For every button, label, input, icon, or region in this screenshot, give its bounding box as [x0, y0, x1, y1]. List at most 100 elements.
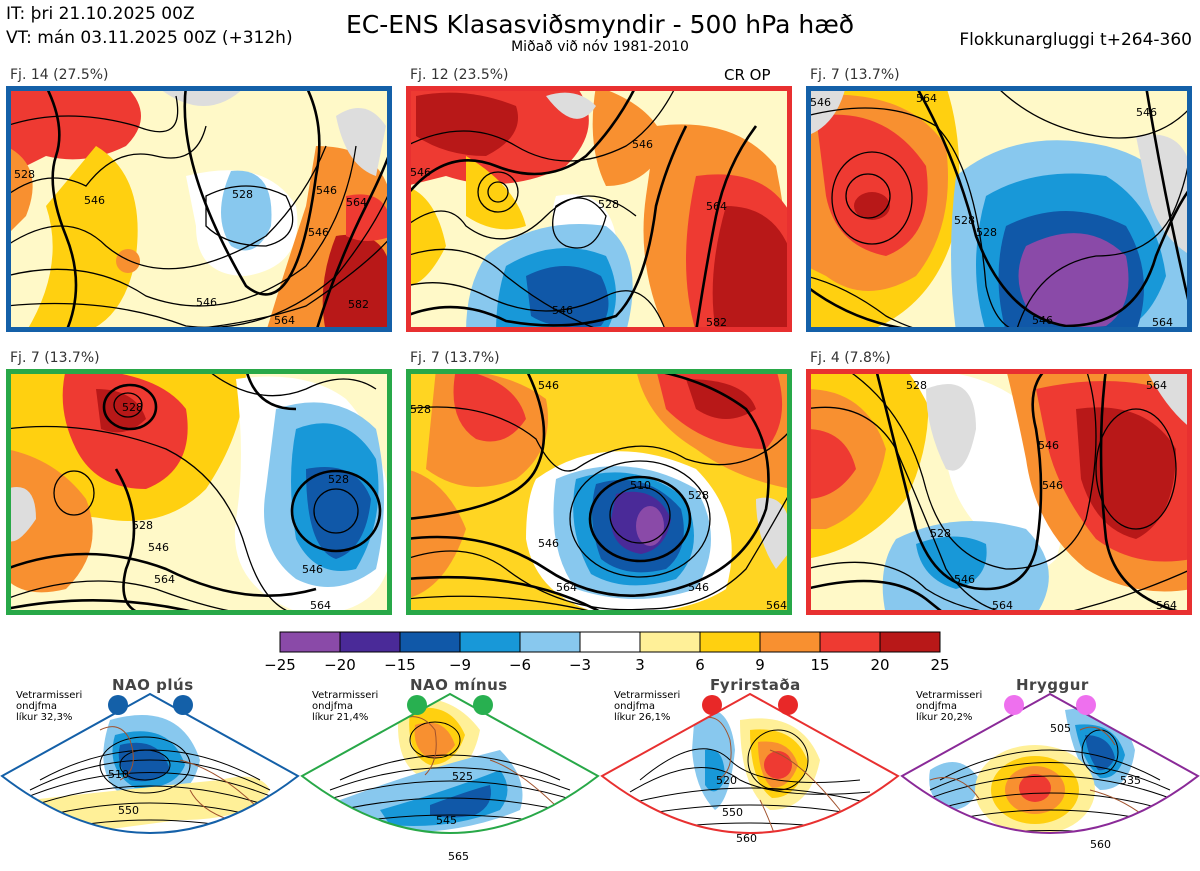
contour-label: 528	[688, 489, 709, 502]
contour-label: 564	[916, 92, 937, 105]
colorbar-tick: 25	[930, 656, 949, 674]
colorbar-box	[639, 631, 701, 653]
anomaly-positive	[26, 146, 138, 332]
anomaly-positive	[6, 146, 33, 236]
regime-3-title: Fyrirstaða	[710, 676, 801, 694]
anomaly-negative	[929, 762, 980, 810]
contour-label: 528	[954, 214, 975, 227]
contour-label: 550	[722, 806, 743, 819]
regime-4-title: Hryggur	[1016, 676, 1089, 694]
anomaly-negative	[1016, 849, 1044, 861]
contour-label: 546	[810, 96, 831, 109]
colorbar-box	[879, 631, 941, 653]
anomaly-positive	[406, 186, 446, 286]
contour-label: 564	[1146, 379, 1167, 392]
colorbar-tick: −3	[569, 656, 591, 674]
colorbar-tick: −9	[449, 656, 471, 674]
land	[6, 487, 36, 542]
colorbar-tick: −20	[324, 656, 356, 674]
cluster-frame	[6, 86, 392, 332]
contour-label: 525	[452, 770, 473, 783]
contour-label: 564	[1152, 316, 1173, 329]
contour-label: 528	[122, 401, 143, 414]
land	[336, 108, 386, 176]
contour-label: 528	[328, 473, 349, 486]
contour-label: 546	[1042, 479, 1063, 492]
colorbar-tick: 20	[870, 656, 889, 674]
cluster-6-map: 528 546 564 546 528 546 564 564	[806, 369, 1192, 615]
regime-dot	[473, 695, 493, 715]
anomaly-positive	[686, 379, 756, 419]
valid-time: VT: mán 03.11.2025 00Z (+312h)	[6, 28, 293, 48]
contour-label: 528	[598, 198, 619, 211]
contour-label: 564	[1156, 599, 1177, 612]
land	[1146, 369, 1192, 429]
cluster-5-map: 528 546 510 528 546 546 564 564	[406, 369, 792, 615]
page-title: EC-ENS Klasasviðsmyndir - 500 hPa hæð	[345, 10, 855, 39]
contour-label: 564	[274, 314, 295, 327]
cluster-6-label: Fj. 4 (7.8%)	[810, 350, 891, 366]
contour-label: 545	[436, 814, 457, 827]
colorbar-box	[519, 631, 581, 653]
colorbar-box	[399, 631, 461, 653]
anomaly-positive	[816, 114, 928, 256]
regime-frame	[600, 692, 900, 834]
cr-op-label: CR OP	[724, 66, 771, 84]
anomaly-negative	[306, 467, 371, 559]
contour-label: 546	[1038, 439, 1059, 452]
colorbar-tick: −6	[509, 656, 531, 674]
contour-labels: 528 546 510 528 546 546 564 564	[410, 379, 787, 612]
contour-label: 520	[716, 774, 737, 787]
regime-text-line: Vetrarmisseri	[312, 690, 379, 701]
contour-label: 560	[736, 832, 757, 845]
contour-label: 546	[84, 194, 105, 207]
regime-text-line: líkur 32,3%	[16, 712, 73, 723]
colorbar-box	[819, 631, 881, 653]
cluster-frame	[806, 86, 1192, 332]
colorbar-ticks: −25 −20 −15 −9 −6 −3 3 6 9 15 20 25	[264, 656, 949, 674]
colorbar-tick: 9	[755, 656, 765, 674]
anomaly-negative	[430, 785, 491, 818]
regime-2-title: NAO mínus	[410, 676, 508, 694]
regime-text-line: líkur 20,2%	[916, 712, 973, 723]
regime-dot	[1004, 695, 1024, 715]
anomaly-positive	[96, 389, 146, 433]
anomaly-positive	[764, 751, 792, 779]
colorbar-box	[459, 631, 521, 653]
anomaly-positive	[712, 206, 792, 332]
contour-label: 564	[556, 581, 577, 594]
anomaly-positive	[322, 234, 392, 332]
anomaly-positive	[592, 86, 666, 186]
contour-labels: 546 528 546 564 546 582	[410, 138, 727, 329]
anomaly-positive	[116, 249, 140, 273]
regime-frame	[300, 692, 600, 834]
regime-2-map: 525 545 565	[300, 692, 600, 863]
contour-label: 565	[448, 850, 469, 863]
cluster-window: Flokkunargluggi t+264-360	[959, 30, 1192, 50]
cluster-1-label: Fj. 14 (27.5%)	[10, 67, 109, 83]
regime-dot	[407, 695, 427, 715]
regime-3-text: Vetrarmisseri ondjfma líkur 26,1%	[614, 690, 680, 723]
cluster-frame	[806, 369, 1192, 615]
cluster-1-map: 528 546 528 546 546 564 546 582 564	[6, 86, 392, 332]
regime-dot	[702, 695, 722, 715]
regime-frame	[0, 692, 300, 834]
anomaly-positive	[406, 469, 466, 599]
coastlines	[699, 717, 841, 833]
greenland-land	[926, 384, 976, 471]
regime-text-line: Vetrarmisseri	[16, 690, 83, 701]
colorbar-tick: −15	[384, 656, 416, 674]
anomaly-positive	[414, 722, 455, 759]
colorbar-tick: 3	[635, 656, 645, 674]
contour-label: 564	[154, 573, 175, 586]
anomaly-positive	[6, 449, 93, 593]
contour-label: 564	[766, 599, 787, 612]
contour-label: 546	[688, 581, 709, 594]
contour-label: 528	[976, 226, 997, 239]
contour-label: 528	[132, 519, 153, 532]
regime-dot	[173, 695, 193, 715]
contour-label: 546	[148, 541, 169, 554]
cluster-frame	[6, 369, 392, 615]
cluster-3-map: 546 528 564 546 528 546 564	[806, 86, 1192, 332]
regime-dot	[778, 695, 798, 715]
